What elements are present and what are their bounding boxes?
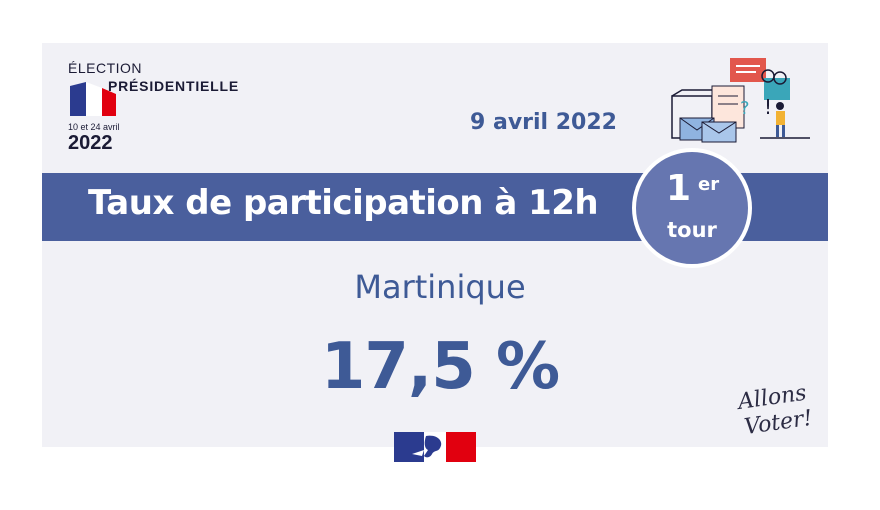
banner-title: Taux de participation à 12h (88, 183, 599, 223)
round-badge: 1 er tour (632, 148, 752, 268)
marianne-logo (394, 432, 476, 462)
election-date: 9 avril 2022 (470, 110, 617, 135)
allons-voter-logo: Allons Voter! (735, 381, 814, 438)
election-logo: ÉLECTION PRÉSIDENTIELLE 10 et 24 avril 2… (68, 60, 258, 160)
ballot-box-voter-illustration: ? ! (671, 58, 810, 143)
svg-text:?: ? (740, 98, 750, 119)
logo-year: 2022 (68, 132, 113, 154)
french-flag-icon (70, 82, 116, 116)
logo-dates: 10 et 24 avril (68, 122, 120, 132)
round-word: tour (667, 218, 717, 242)
round-number: 1 (666, 168, 692, 209)
logo-line2: PRÉSIDENTIELLE (108, 78, 239, 94)
participation-rate: 17,5 % (320, 330, 560, 404)
logo-line1: ÉLECTION (68, 60, 143, 76)
round-suffix: er (698, 174, 720, 195)
region-name: Martinique (354, 268, 526, 306)
svg-text:!: ! (764, 95, 772, 119)
